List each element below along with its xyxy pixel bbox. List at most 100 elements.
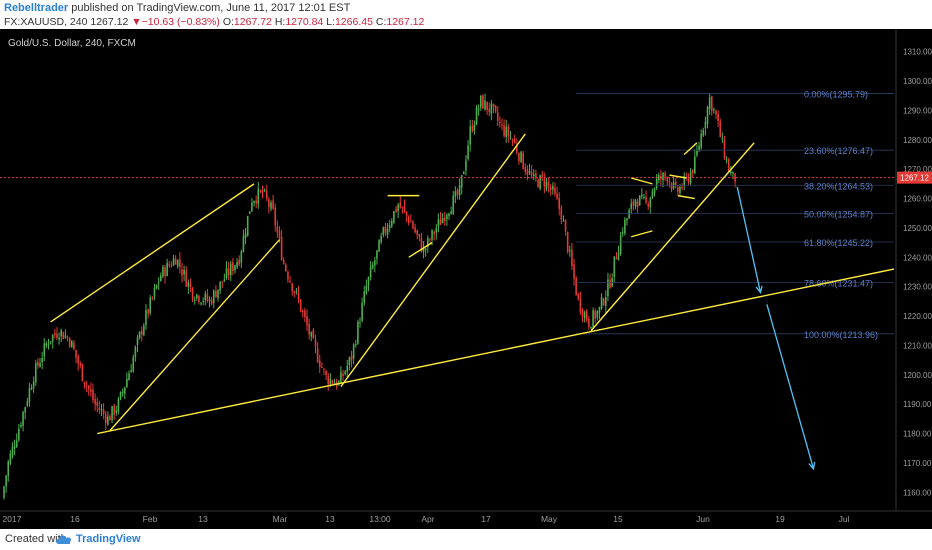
candle bbox=[549, 183, 552, 196]
candle bbox=[528, 163, 531, 176]
candle bbox=[329, 373, 332, 387]
candle bbox=[632, 198, 635, 211]
candle-body bbox=[87, 385, 90, 390]
candle-body bbox=[734, 173, 736, 182]
y-tick-label: 1280.00 bbox=[903, 136, 932, 145]
x-tick-label: 19 bbox=[775, 514, 785, 524]
candle bbox=[149, 295, 152, 316]
candle bbox=[645, 190, 647, 205]
candle-body bbox=[655, 178, 658, 189]
candle bbox=[702, 127, 705, 138]
candle bbox=[638, 194, 641, 206]
candle bbox=[537, 178, 539, 188]
candle-body bbox=[179, 259, 181, 268]
close-value: 1267.12 bbox=[386, 16, 425, 28]
candle-body bbox=[310, 332, 313, 337]
candle bbox=[454, 186, 457, 204]
candle-body bbox=[390, 220, 393, 227]
candle-body bbox=[242, 235, 245, 252]
candle-body bbox=[64, 335, 67, 338]
author-link[interactable]: Rebelltrader bbox=[4, 2, 69, 14]
candle-body bbox=[299, 299, 302, 312]
candle bbox=[617, 245, 620, 261]
candle-body bbox=[123, 387, 126, 394]
candles bbox=[3, 93, 736, 500]
candle-body bbox=[494, 105, 497, 112]
candle bbox=[147, 308, 149, 319]
candle-body bbox=[147, 309, 149, 314]
trend-line-triangle-top bbox=[631, 177, 653, 185]
candle bbox=[560, 204, 563, 225]
x-tick-label: 17 bbox=[481, 514, 491, 524]
candle bbox=[376, 249, 378, 265]
candle-body bbox=[708, 97, 711, 109]
candle bbox=[255, 195, 257, 209]
candle-body bbox=[193, 300, 196, 302]
price-chart[interactable]: Gold/U.S. Dollar, 240, FXCM 1160.00 1170.0… bbox=[0, 29, 932, 529]
candle bbox=[187, 279, 190, 294]
candle bbox=[274, 203, 277, 232]
candle-body bbox=[689, 171, 692, 184]
candle-body bbox=[314, 339, 317, 347]
candle bbox=[51, 334, 54, 349]
candle-body bbox=[441, 217, 444, 223]
candle-body bbox=[448, 213, 450, 217]
created-with-text: Created with bbox=[5, 533, 67, 545]
candle-body bbox=[732, 171, 734, 174]
candle bbox=[221, 281, 224, 289]
candle-body bbox=[325, 371, 327, 376]
candle bbox=[11, 442, 14, 459]
candle bbox=[140, 326, 143, 342]
candle bbox=[58, 332, 60, 345]
x-tick-label: May bbox=[541, 514, 558, 524]
candle bbox=[49, 341, 52, 345]
candle bbox=[249, 211, 251, 214]
candle-body bbox=[100, 409, 103, 411]
candle bbox=[719, 118, 722, 138]
candle-body bbox=[715, 110, 717, 115]
chart-area[interactable]: Gold/U.S. Dollar, 240, FXCM 1160.00 1170.0… bbox=[0, 29, 932, 529]
candle-body bbox=[592, 310, 594, 327]
candle bbox=[66, 335, 69, 342]
candle bbox=[73, 340, 75, 351]
candle bbox=[672, 176, 675, 190]
candle bbox=[176, 259, 179, 269]
candle-body bbox=[575, 277, 577, 295]
candle bbox=[448, 212, 450, 220]
candle bbox=[198, 294, 200, 305]
candle-body bbox=[15, 440, 18, 447]
candle-body bbox=[83, 381, 86, 385]
candle bbox=[418, 233, 421, 242]
candle-body bbox=[717, 113, 719, 122]
candle bbox=[331, 379, 334, 386]
current-price-tag bbox=[897, 171, 932, 184]
candle bbox=[634, 198, 637, 210]
candle-body bbox=[157, 282, 160, 284]
candle bbox=[219, 281, 221, 295]
candle bbox=[20, 421, 22, 429]
candle bbox=[513, 134, 516, 144]
candle bbox=[172, 254, 175, 267]
candle-body bbox=[71, 341, 73, 348]
candle-body bbox=[645, 196, 647, 203]
candle-body bbox=[666, 177, 669, 182]
candle bbox=[134, 345, 137, 362]
candle bbox=[268, 197, 270, 214]
candle-body bbox=[9, 453, 12, 464]
candle bbox=[554, 182, 556, 197]
candle-body bbox=[208, 299, 211, 302]
candle bbox=[501, 118, 503, 131]
candle-body bbox=[416, 230, 419, 235]
candle-body bbox=[681, 187, 683, 189]
candle bbox=[694, 149, 696, 175]
candle-body bbox=[594, 310, 597, 319]
candle bbox=[62, 331, 65, 340]
candle-body bbox=[410, 221, 412, 223]
tradingview-brand[interactable]: TradingView bbox=[76, 533, 141, 545]
candle-body bbox=[668, 181, 671, 183]
candle-body bbox=[287, 272, 289, 280]
candle bbox=[568, 245, 571, 257]
candle bbox=[153, 283, 156, 301]
candle-body bbox=[246, 215, 249, 236]
y-tick-label: 1180.00 bbox=[903, 430, 932, 439]
